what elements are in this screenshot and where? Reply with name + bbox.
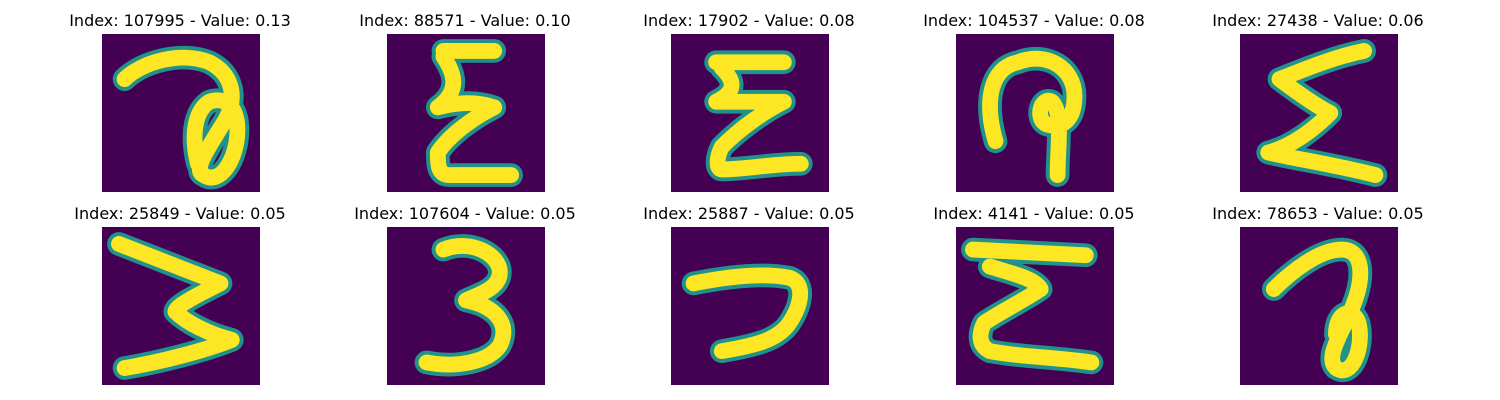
digit-image xyxy=(387,227,545,385)
panel-title: Index: 78653 - Value: 0.05 xyxy=(1212,204,1424,223)
digit-image xyxy=(1240,227,1398,385)
panel-title: Index: 104537 - Value: 0.08 xyxy=(923,11,1145,30)
digit-image xyxy=(102,227,260,385)
panel-title: Index: 107604 - Value: 0.05 xyxy=(354,204,576,223)
grid-cell: Index: 104537 - Value: 0.08 xyxy=(894,11,1174,192)
panel-title: Index: 27438 - Value: 0.06 xyxy=(1212,11,1424,30)
panel-title: Index: 17902 - Value: 0.08 xyxy=(643,11,855,30)
digit-image xyxy=(956,34,1114,192)
grid-cell: Index: 4141 - Value: 0.05 xyxy=(894,204,1174,385)
panel-title: Index: 25849 - Value: 0.05 xyxy=(74,204,286,223)
grid-cell: Index: 17902 - Value: 0.08 xyxy=(609,11,889,192)
digit-image xyxy=(102,34,260,192)
digit-image-svg xyxy=(671,34,829,192)
panel-title: Index: 107995 - Value: 0.13 xyxy=(69,11,291,30)
grid-cell: Index: 78653 - Value: 0.05 xyxy=(1178,204,1458,385)
digit-image-svg xyxy=(102,227,260,385)
digit-image-svg xyxy=(102,34,260,192)
panel-title: Index: 88571 - Value: 0.10 xyxy=(359,11,571,30)
grid-cell: Index: 25887 - Value: 0.05 xyxy=(609,204,889,385)
grid-cell: Index: 107604 - Value: 0.05 xyxy=(325,204,605,385)
digit-image-svg xyxy=(956,34,1114,192)
digit-image xyxy=(1240,34,1398,192)
digit-image-svg xyxy=(1240,34,1398,192)
panel-title: Index: 25887 - Value: 0.05 xyxy=(643,204,855,223)
digit-image-svg xyxy=(387,34,545,192)
digit-image-svg xyxy=(387,227,545,385)
digit-image xyxy=(956,227,1114,385)
digit-image-svg xyxy=(956,227,1114,385)
grid-cell: Index: 27438 - Value: 0.06 xyxy=(1178,11,1458,192)
digit-image xyxy=(387,34,545,192)
grid-cell: Index: 88571 - Value: 0.10 xyxy=(325,11,605,192)
grid-cell: Index: 25849 - Value: 0.05 xyxy=(40,204,320,385)
digit-image xyxy=(671,34,829,192)
digit-image xyxy=(671,227,829,385)
grid-cell: Index: 107995 - Value: 0.13 xyxy=(40,11,320,192)
panel-title: Index: 4141 - Value: 0.05 xyxy=(933,204,1135,223)
digit-image-svg xyxy=(671,227,829,385)
digit-image-svg xyxy=(1240,227,1398,385)
